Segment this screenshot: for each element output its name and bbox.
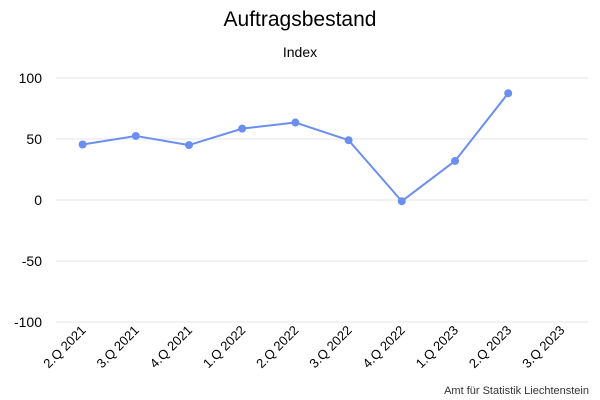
x-tick-label: 4.Q 2022 xyxy=(359,323,407,371)
data-point[interactable] xyxy=(131,131,140,140)
y-tick-label: -50 xyxy=(22,253,42,269)
x-tick-label: 3.Q 2021 xyxy=(93,323,141,371)
gridlines xyxy=(56,77,588,323)
x-tick-label: 2.Q 2023 xyxy=(466,323,514,371)
y-tick-label: 50 xyxy=(26,131,42,147)
series-group xyxy=(78,89,513,206)
data-point[interactable] xyxy=(344,136,353,145)
data-point[interactable] xyxy=(397,197,406,206)
x-tick-label: 1.Q 2023 xyxy=(413,323,461,371)
chart-subtitle: Index xyxy=(282,44,318,60)
data-point[interactable] xyxy=(238,124,247,133)
source-credit: Amt für Statistik Liechtenstein xyxy=(444,385,589,397)
x-tick-label: 1.Q 2022 xyxy=(200,323,248,371)
chart-title: Auftragsbestand xyxy=(223,8,377,31)
data-point[interactable] xyxy=(291,118,300,127)
series-line xyxy=(82,92,509,203)
data-point[interactable] xyxy=(185,141,193,150)
y-tick-label: -100 xyxy=(14,314,42,330)
x-tick-label: 3.Q 2023 xyxy=(519,323,567,371)
y-tick-label: 0 xyxy=(34,192,42,208)
data-point[interactable] xyxy=(504,89,513,98)
x-tick-label: 3.Q 2022 xyxy=(306,323,354,371)
data-point[interactable] xyxy=(78,140,87,149)
data-point[interactable] xyxy=(451,156,459,165)
x-tick-label: 2.Q 2022 xyxy=(253,323,301,371)
y-tick-label: 100 xyxy=(19,70,43,86)
x-tick-label: 4.Q 2021 xyxy=(147,323,195,371)
x-tick-label: 2.Q 2021 xyxy=(40,323,88,371)
x-axis-ticks: 2.Q 2021 3.Q 2021 4.Q 2021 1.Q 2022 2.Q 2022… xyxy=(40,323,567,371)
y-axis-ticks: 100 50 0 -50 -100 xyxy=(14,70,42,330)
